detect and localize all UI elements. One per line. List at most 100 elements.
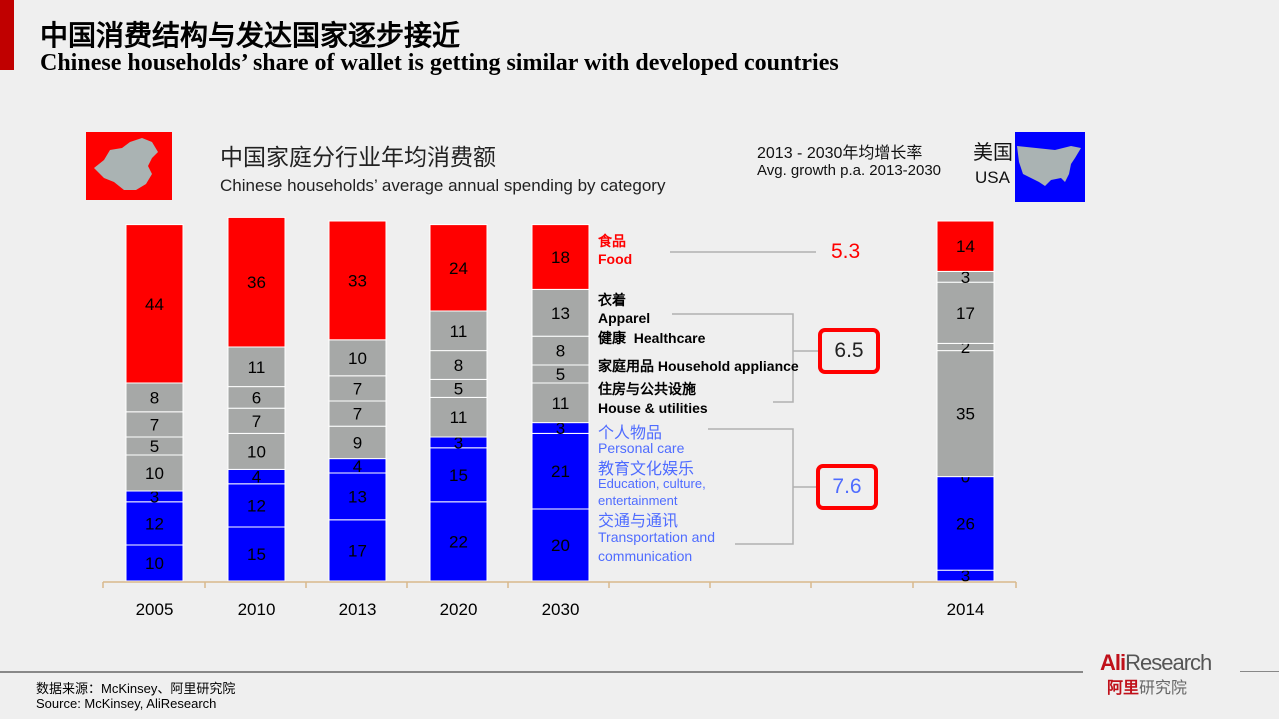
data-label: 21: [551, 462, 570, 481]
bar-segment: [328, 425, 387, 460]
bar-segment: [125, 411, 184, 438]
bar-segment: [125, 454, 184, 492]
legend-personal-cn: 个人物品: [598, 425, 663, 442]
bar-segment: [227, 346, 286, 388]
china-map-icon: [86, 132, 172, 200]
growth-header-en: Avg. growth p.a. 2013-2030: [757, 162, 942, 179]
data-label: 13: [348, 487, 367, 506]
data-label: 3: [961, 567, 970, 586]
x-tick-label: 2013: [339, 600, 377, 619]
data-label: 9: [353, 433, 362, 452]
data-label: 3: [454, 433, 463, 452]
bar-segment: [429, 310, 488, 352]
bar-segment: [429, 224, 488, 312]
data-label: 5: [556, 365, 565, 384]
bar-segment: [531, 288, 590, 337]
bar-segment: [429, 447, 488, 503]
legend-apparel-cn: 衣着: [598, 292, 626, 308]
data-label: 8: [556, 342, 565, 361]
legend-apparel-en: Apparel: [598, 310, 651, 326]
data-label: 11: [450, 322, 468, 341]
bar-segment: [125, 501, 184, 546]
legend-transport-cn: 交通与通讯: [598, 513, 679, 530]
data-label: 10: [145, 464, 164, 483]
data-label: 8: [454, 356, 463, 375]
data-label: 3: [556, 419, 565, 438]
growth-food: 5.3: [831, 240, 861, 263]
legend-healthcare: 健康 Healthcare: [598, 328, 705, 348]
bar-segment: [936, 476, 995, 571]
bar-segment: [227, 216, 286, 348]
data-label: 15: [247, 545, 266, 564]
bar-segment: [429, 350, 488, 380]
x-tick-label: 2030: [542, 600, 580, 619]
data-label: 35: [956, 405, 975, 424]
aliresearch-logo: AliResearch: [1100, 650, 1212, 675]
data-label: 5: [150, 437, 159, 456]
bar-segment: [227, 432, 286, 470]
data-label: 11: [248, 358, 266, 377]
data-label: 7: [252, 412, 261, 431]
usa-label-cn: 美国: [973, 142, 1013, 164]
data-label: 33: [348, 271, 367, 290]
data-label: 6: [252, 388, 261, 407]
legend-food-en: Food: [598, 251, 633, 267]
bar-segment: [125, 544, 184, 582]
bar-segment: [328, 375, 387, 402]
source-en: Source: McKinsey, AliResearch: [36, 696, 217, 711]
bar-segment: [328, 472, 387, 521]
usa-map-icon: [1015, 132, 1085, 202]
slide-title-cn: 中国消费结构与发达国家逐步接近: [40, 20, 461, 51]
data-label: 11: [450, 408, 468, 427]
bar-segment: [328, 220, 387, 341]
growth-blue-box: 7.6: [816, 464, 878, 510]
legend-transport-en: Transportation and communication: [598, 529, 715, 564]
growth-gray-box: 6.5: [818, 328, 880, 374]
bar-segment: [328, 519, 387, 582]
data-label: 8: [150, 388, 159, 407]
data-label: 7: [353, 379, 362, 398]
legend-education-cn: 教育文化娱乐: [598, 461, 695, 478]
data-label: 4: [353, 457, 362, 476]
bar-segment: [328, 339, 387, 377]
data-label: 12: [247, 496, 266, 515]
data-label: 14: [956, 237, 975, 256]
data-label: 10: [145, 554, 164, 573]
data-label: 10: [348, 349, 367, 368]
bar-segment: [531, 382, 590, 424]
data-label: 36: [247, 273, 266, 292]
usa-label-en: USA: [975, 168, 1010, 187]
data-label: 17: [956, 304, 975, 323]
data-label: 12: [145, 514, 164, 533]
chart-title-cn: 中国家庭分行业年均消费额: [220, 144, 496, 170]
data-label: 2: [961, 338, 970, 357]
data-label: 18: [551, 248, 570, 267]
legend-food-cn: 食品: [598, 233, 626, 249]
data-label: 17: [348, 541, 367, 560]
accent-bar: [0, 0, 14, 70]
x-tick-label: 2005: [136, 600, 174, 619]
data-label: 24: [449, 259, 468, 278]
data-label: 20: [551, 536, 570, 555]
data-label: 3: [150, 487, 159, 506]
bar-segment: [125, 224, 184, 384]
bar-segment: [328, 400, 387, 427]
aliresearch-logo-cn: 阿里研究院: [1107, 680, 1188, 697]
data-label: 7: [150, 415, 159, 434]
data-label: 10: [247, 442, 266, 461]
legend-personal-en: Personal care: [598, 440, 685, 456]
footer-divider: [0, 671, 1083, 673]
footer-divider-right: [1240, 671, 1279, 672]
data-label: 26: [956, 514, 975, 533]
legend-education-en: Education, culture, entertainment: [598, 476, 706, 508]
legend-healthcare-cn: 健康: [598, 330, 626, 346]
slide-title-en: Chinese households’ share of wallet is g…: [40, 50, 839, 76]
growth-header-cn: 2013 - 2030年均增长率: [757, 145, 923, 162]
legend-house-cn: 住房与公共设施: [598, 381, 696, 397]
source-cn: 数据来源：McKinsey、阿里研究院: [36, 681, 236, 696]
data-label: 7: [353, 405, 362, 424]
legend-household-cn: 家庭用品: [598, 358, 654, 374]
data-label: 11: [552, 394, 570, 413]
